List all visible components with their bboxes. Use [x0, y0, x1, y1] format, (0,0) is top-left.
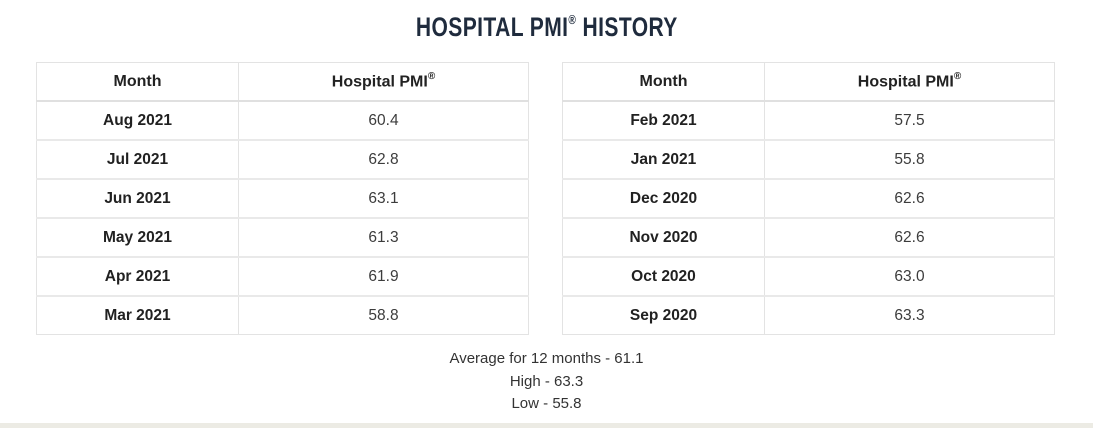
month-cell: Feb 2021 [562, 101, 765, 141]
page-title-suffix: HISTORY [575, 12, 678, 42]
header-row: Month Hospital PMI® [562, 62, 1055, 102]
summary-high: High - 63.3 [509, 372, 584, 390]
month-cell: Aug 2021 [36, 101, 239, 141]
summary-average: Average for 12 months - 61.1 [449, 350, 644, 367]
month-cell: Jul 2021 [36, 140, 239, 180]
pmi-column-header-label: Hospital PMI [331, 73, 428, 91]
month-cell: Jan 2021 [562, 140, 765, 180]
pmi-column-header-label: Hospital PMI [857, 73, 954, 91]
table-row: Feb 2021 57.5 [562, 101, 1055, 141]
table-row: Nov 2020 62.6 [562, 218, 1055, 258]
registered-trademark-icon: ® [568, 12, 576, 27]
hospital-pmi-table-right: Month Hospital PMI® Feb 2021 57.5 Jan 20… [562, 62, 1055, 335]
registered-trademark-icon: ® [427, 70, 436, 82]
hospital-pmi-table-left: Month Hospital PMI® Aug 2021 60.4 Jul 20… [36, 62, 529, 335]
footer-strip [0, 423, 1093, 428]
pmi-value-cell: 63.3 [894, 306, 925, 324]
page-title: HOSPITAL PMI® HISTORY [416, 12, 678, 43]
summary-section: Average for 12 months - 61.1 High - 63.3… [0, 348, 1093, 416]
table-row: Sep 2020 63.3 [562, 296, 1055, 335]
pmi-value-cell: 61.3 [238, 218, 529, 258]
title-bar: HOSPITAL PMI® HISTORY [0, 0, 1093, 44]
pmi-value-cell: 61.9 [238, 257, 529, 297]
month-cell: Nov 2020 [562, 218, 765, 258]
month-cell: Dec 2020 [562, 179, 765, 219]
summary-low: Low - 55.8 [511, 395, 582, 412]
tables-container: Month Hospital PMI® Aug 2021 60.4 Jul 20… [0, 62, 1093, 335]
pmi-value-cell: 58.8 [368, 306, 399, 324]
table-row: Oct 2020 63.0 [562, 257, 1055, 297]
page-title-text: HOSPITAL PMI [415, 12, 569, 42]
registered-trademark-icon: ® [953, 70, 962, 82]
pmi-value-cell: 55.8 [764, 140, 1055, 180]
table-row: Dec 2020 62.6 [562, 179, 1055, 219]
month-column-header: Month [562, 62, 765, 102]
pmi-column-header: Hospital PMI® [238, 62, 529, 102]
table-row: Jul 2021 62.8 [36, 140, 529, 180]
table-row: Apr 2021 61.9 [36, 257, 529, 297]
pmi-value-cell: 62.8 [238, 140, 529, 180]
pmi-value-cell: 62.6 [764, 218, 1055, 258]
month-cell: Sep 2020 [562, 296, 765, 335]
month-column-header: Month [36, 62, 239, 102]
header-row: Month Hospital PMI® [36, 62, 529, 102]
month-cell: Jun 2021 [36, 179, 239, 219]
month-cell: Mar 2021 [36, 296, 239, 335]
month-cell: May 2021 [36, 218, 239, 258]
month-cell: Oct 2020 [562, 257, 765, 297]
pmi-value-cell: 57.5 [764, 101, 1055, 141]
table-row: May 2021 61.3 [36, 218, 529, 258]
pmi-column-header: Hospital PMI® [764, 62, 1055, 102]
pmi-value-cell: 63.1 [238, 179, 529, 219]
table-row: Jun 2021 63.1 [36, 179, 529, 219]
table-row: Mar 2021 58.8 [36, 296, 529, 335]
pmi-value-cell: 62.6 [764, 179, 1055, 219]
pmi-value-cell: 63.0 [764, 257, 1055, 297]
table-row: Jan 2021 55.8 [562, 140, 1055, 180]
pmi-value-cell: 60.4 [238, 101, 529, 141]
table-row: Aug 2021 60.4 [36, 101, 529, 141]
month-cell: Apr 2021 [36, 257, 239, 297]
